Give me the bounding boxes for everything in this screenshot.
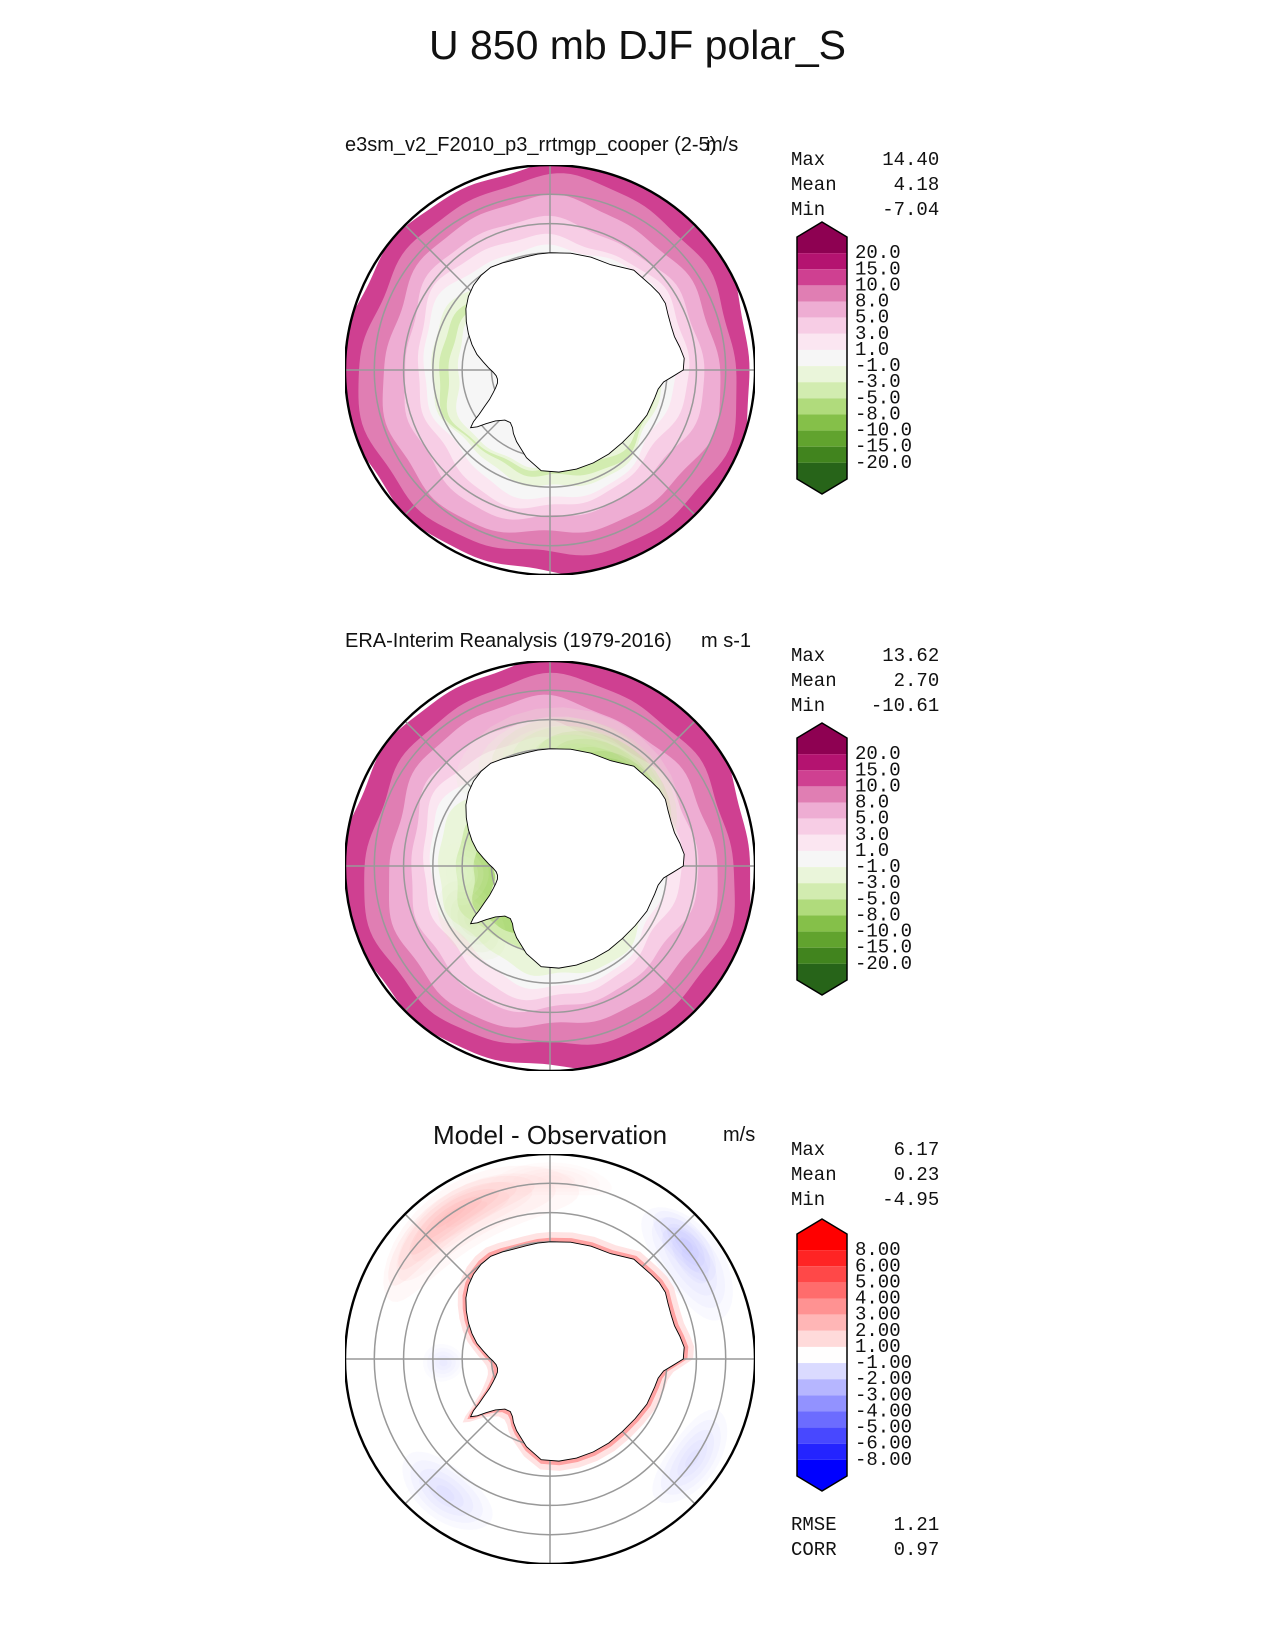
svg-text:-20.0: -20.0 (855, 953, 912, 975)
svg-text:-20.0: -20.0 (855, 452, 912, 474)
svg-text:-8.00: -8.00 (855, 1449, 912, 1471)
